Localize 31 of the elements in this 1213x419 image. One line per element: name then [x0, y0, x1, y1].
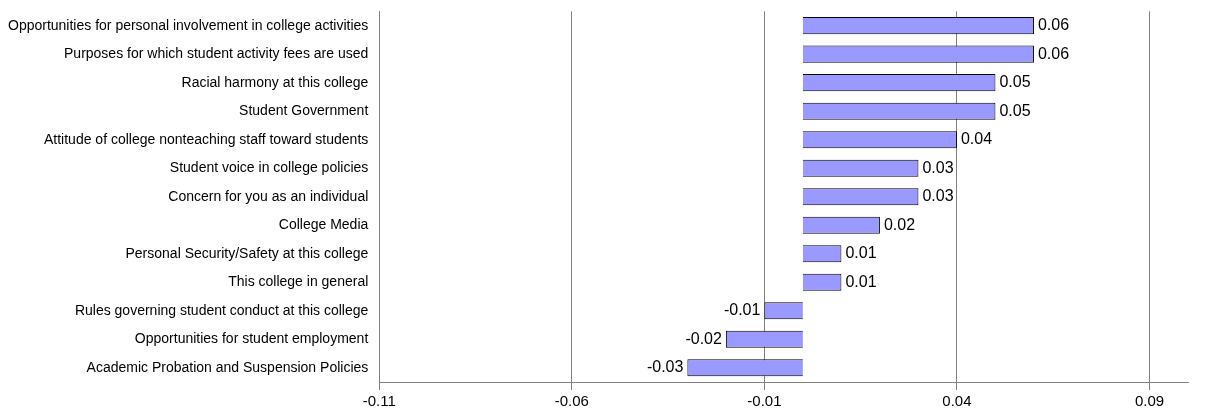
data-label: -0.01: [723, 301, 761, 319]
x-tick-label: -0.11: [362, 392, 396, 410]
data-label: 0.01: [845, 272, 877, 290]
data-label: 0.03: [922, 158, 954, 176]
y-tick-label: Opportunities for student employment: [134, 330, 369, 347]
data-label: 0.02: [883, 215, 916, 233]
x-tick-label: -0.01: [747, 392, 782, 410]
y-tick-label: Purposes for which student activity fees are used: [64, 45, 369, 62]
y-tick-label: Concern for you as an individual: [168, 187, 369, 204]
data-label: 0.05: [999, 101, 1031, 119]
x-tick-label: 0.04: [942, 392, 972, 410]
y-tick-label: Opportunities for personal involvement in college activities: [8, 16, 369, 33]
data-label: 0.04: [960, 130, 993, 148]
y-tick-label: Academic Probation and Suspension Policies: [86, 358, 369, 375]
y-tick-label: Personal Security/Safety at this college: [125, 244, 369, 261]
x-tick-label: -0.06: [554, 392, 589, 410]
y-tick-label: Rules governing student conduct at this college: [74, 301, 369, 318]
data-label: 0.05: [999, 73, 1031, 91]
y-tick-label: Student voice in college policies: [169, 159, 369, 176]
data-label: 0.06: [1037, 16, 1070, 34]
data-label: -0.02: [685, 329, 722, 347]
y-tick-label: This college in general: [228, 273, 369, 290]
y-tick-label: Student Government: [239, 102, 369, 119]
data-label: 0.01: [845, 244, 877, 262]
y-tick-label: Racial harmony at this college: [181, 73, 369, 90]
data-label: 0.03: [922, 187, 954, 205]
data-label: 0.06: [1037, 44, 1070, 62]
data-label: -0.03: [646, 358, 684, 376]
y-tick-label: Attitude of college nonteaching staff toward students: [44, 130, 369, 147]
x-tick-label: 0.09: [1134, 392, 1165, 410]
y-tick-label: College Media: [278, 216, 369, 233]
